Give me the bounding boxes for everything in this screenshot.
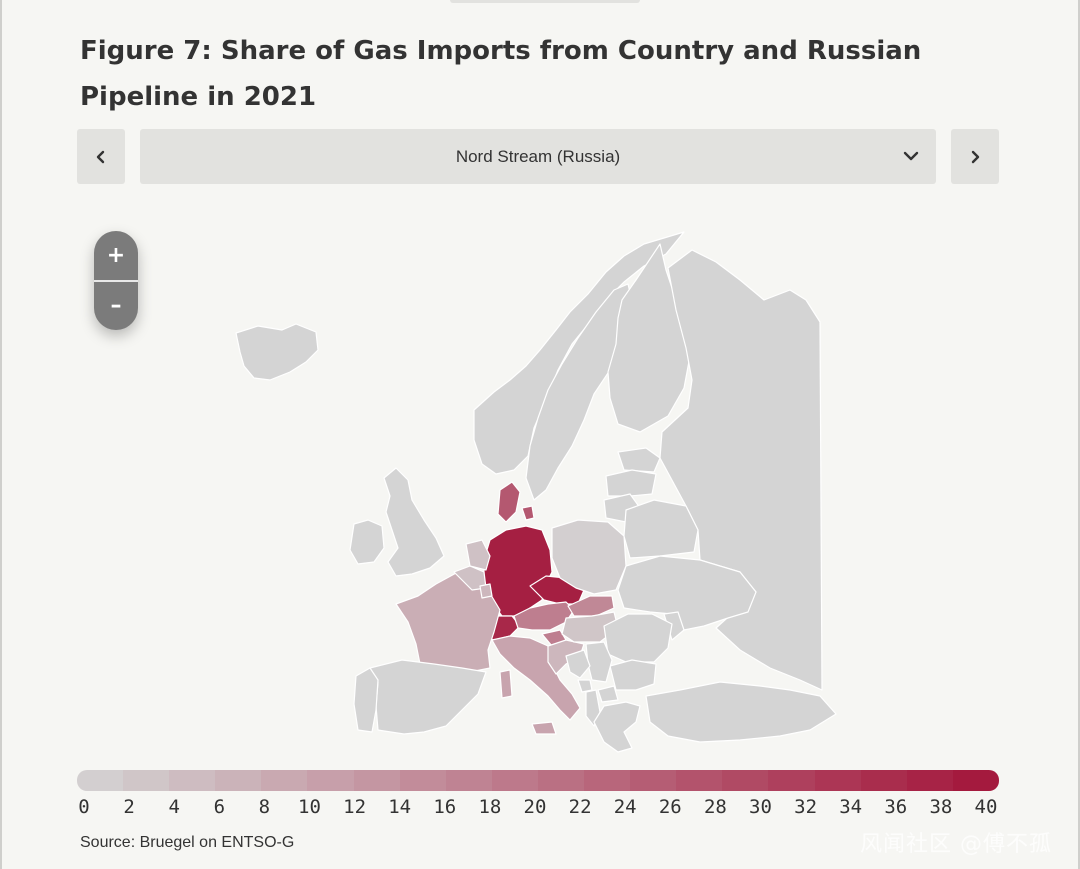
legend-swatch [768,770,815,791]
legend-tick-label: 26 [658,796,682,818]
previous-button[interactable] [77,129,125,184]
figure-title: Figure 7: Share of Gas Imports from Coun… [80,36,922,112]
chevron-down-icon [903,151,919,161]
country-romania[interactable]: Romania [603,613,673,663]
zoom-control: + – [94,231,138,330]
legend-tick-label: 12 [343,796,367,818]
country-iceland[interactable]: Iceland [235,323,319,381]
country-latvia[interactable]: Latvia [605,469,657,497]
country-luxembourg[interactable]: Luxembourg [479,583,493,599]
country-portugal[interactable]: Portugal [353,667,379,733]
chevron-right-icon [971,150,980,163]
country-belgium[interactable]: Belgium [453,565,487,591]
zoom-divider [94,280,138,282]
legend-swatch [952,770,999,791]
country-russia[interactable]: Russia [659,249,823,691]
legend-swatch [169,770,216,791]
legend-tick-label: 20 [523,796,547,818]
country-poland[interactable]: Poland [551,519,627,595]
legend-color-scale [77,770,999,791]
country-turkey[interactable]: Turkey [645,681,837,743]
legend-swatch [630,770,677,791]
legend-tick-label: 18 [478,796,502,818]
country-ukraine[interactable]: Ukraine [617,555,757,631]
country-estonia[interactable]: Estonia [617,447,661,473]
drag-handle [450,0,640,3]
country-bulgaria[interactable]: Bulgaria [609,659,657,691]
legend-tick-label: 6 [213,796,226,818]
country-north-macedonia[interactable]: North Macedonia [597,685,619,703]
legend-swatch [353,770,400,791]
country-montenegro[interactable]: Montenegro [577,679,593,693]
pipeline-select-value: Nord Stream (Russia) [455,146,621,166]
frame-border-right [1078,0,1080,869]
legend-swatch [676,770,723,791]
legend-tick-label: 16 [433,796,457,818]
legend-swatch [307,770,354,791]
frame-border-left [0,0,2,869]
legend-tick-label: 0 [78,796,90,818]
legend-swatch [537,770,585,791]
legend-tick-label: 4 [168,796,180,818]
legend-swatch [814,770,861,791]
legend-tick-label: 40 [974,796,998,818]
legend-tick-label: 22 [568,796,592,818]
legend-swatch [445,770,492,791]
zoom-out-button[interactable]: – [110,293,122,318]
legend-swatch [215,770,262,791]
legend-swatch [399,770,446,791]
legend-tick-label: 36 [884,796,908,818]
pipeline-select[interactable]: Nord Stream (Russia) [140,129,936,184]
country-bosnia-and-herzegovina[interactable]: Bosnia and Herzegovina [565,649,591,679]
legend-swatch [77,770,124,791]
watermark: 风闻社区 @傅不孤 [860,832,1052,857]
legend-tick-label: 8 [258,796,271,818]
country-ireland[interactable]: Ireland [349,519,385,565]
country-slovakia[interactable]: Slovakia [567,595,615,617]
country-austria[interactable]: Austria [513,601,575,631]
country-netherlands[interactable]: Netherlands [465,539,491,571]
source-note: Source: Bruegel on ENTSO-G [80,834,295,851]
legend-swatch [722,770,769,791]
legend-swatch [261,770,308,791]
country-italy[interactable]: Italy [491,635,581,735]
legend-tick-label: 38 [929,796,953,818]
legend-swatch [584,770,631,791]
country-greece[interactable]: Greece [593,701,641,753]
country-spain[interactable]: Spain [369,659,487,735]
legend-swatch [906,770,953,791]
legend-tick-label: 14 [388,796,412,818]
zoom-in-button[interactable]: + [106,243,126,268]
legend-tick-label: 2 [123,796,135,818]
legend-swatch [491,770,538,791]
country-finland[interactable]: Finland [607,243,691,433]
legend-tick-label: 24 [613,796,637,818]
legend-tick-label: 32 [794,796,818,818]
country-france[interactable]: France [395,571,501,673]
country-united-kingdom[interactable]: United Kingdom [383,467,445,577]
legend-tick-label: 30 [749,796,772,818]
legend-tick-label: 28 [703,796,727,818]
legend-swatch [860,770,907,791]
next-button[interactable] [951,129,999,184]
legend-swatch [123,770,170,791]
chevron-left-icon [96,150,105,163]
country-belarus[interactable]: Belarus [623,499,699,559]
legend-tick-label: 34 [839,796,863,818]
country-denmark[interactable]: Denmark [497,481,535,523]
legend-tick-label: 10 [298,796,321,818]
